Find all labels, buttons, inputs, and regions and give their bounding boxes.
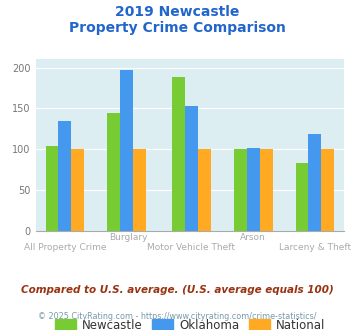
Text: Property Crime Comparison: Property Crime Comparison: [69, 21, 286, 35]
Bar: [107, 113, 120, 231]
Text: Burglary: Burglary: [109, 233, 147, 242]
Text: Larceny & Theft: Larceny & Theft: [279, 243, 351, 251]
Bar: [260, 149, 273, 231]
Bar: [59, 121, 71, 231]
Bar: [247, 148, 260, 231]
Bar: [234, 149, 247, 231]
Text: 2019 Newcastle: 2019 Newcastle: [115, 5, 240, 19]
Legend: Newcastle, Oklahoma, National: Newcastle, Oklahoma, National: [50, 314, 330, 330]
Bar: [308, 134, 321, 231]
Bar: [120, 70, 133, 231]
Bar: [172, 77, 185, 231]
Text: © 2025 CityRating.com - https://www.cityrating.com/crime-statistics/: © 2025 CityRating.com - https://www.city…: [38, 312, 317, 321]
Bar: [45, 146, 59, 231]
Bar: [198, 149, 211, 231]
Bar: [185, 106, 198, 231]
Text: All Property Crime: All Property Crime: [24, 243, 106, 251]
Text: Motor Vehicle Theft: Motor Vehicle Theft: [147, 243, 235, 251]
Text: Arson: Arson: [240, 233, 266, 242]
Bar: [133, 149, 146, 231]
Bar: [71, 149, 84, 231]
Bar: [295, 163, 308, 231]
Text: Compared to U.S. average. (U.S. average equals 100): Compared to U.S. average. (U.S. average …: [21, 285, 334, 295]
Bar: [321, 149, 334, 231]
